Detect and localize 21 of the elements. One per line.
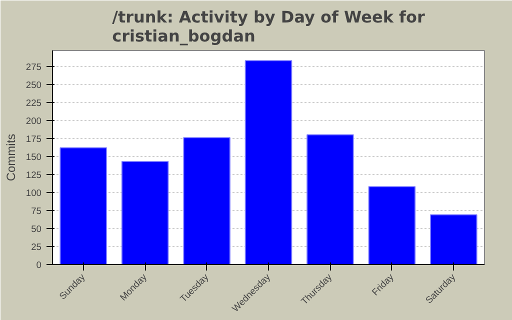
chart-title: /trunk: Activity by Day of Week for cristian_bogdan (112, 8, 425, 46)
bar (430, 214, 478, 264)
bar (183, 137, 230, 264)
y-tick-label: 175 (26, 134, 42, 144)
y-tick-label: 200 (26, 116, 42, 126)
y-tick-label: 225 (26, 98, 42, 108)
y-tick-label: 25 (31, 242, 42, 252)
bar (60, 147, 107, 264)
bar (306, 134, 354, 264)
y-tick-label: 150 (26, 152, 42, 162)
y-tick-label: 125 (26, 170, 42, 180)
y-tick-label: 275 (26, 62, 42, 72)
y-axis-title: Commits (4, 134, 18, 182)
y-tick-label: 75 (31, 206, 42, 216)
bar (121, 160, 169, 264)
bar (368, 186, 416, 264)
bar (244, 60, 292, 264)
y-tick-label: 100 (26, 188, 42, 198)
y-tick-label: 50 (31, 224, 42, 234)
y-tick-label: 0 (36, 260, 42, 270)
y-tick-label: 250 (26, 80, 42, 90)
